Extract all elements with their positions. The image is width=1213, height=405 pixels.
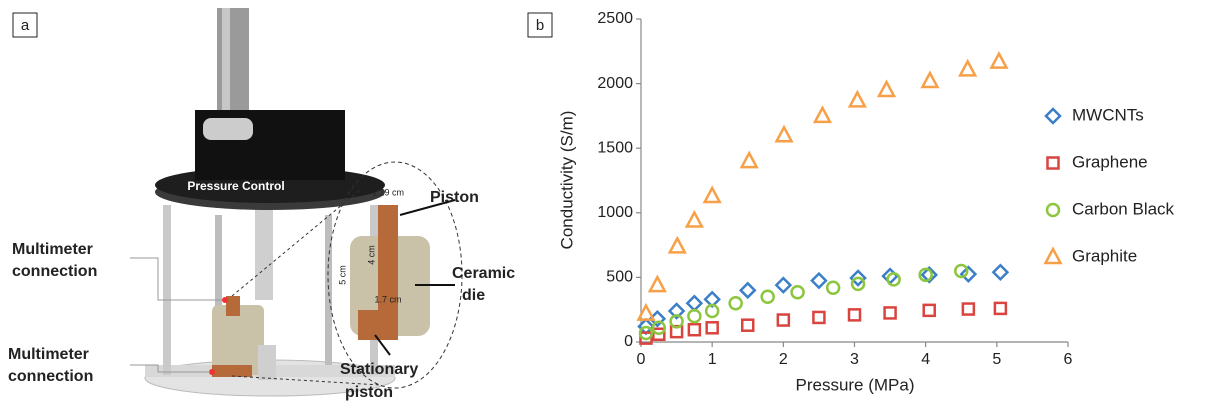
x-tick-label: 5 bbox=[992, 351, 1001, 368]
apparatus-label: connection bbox=[12, 263, 97, 280]
marker bbox=[850, 276, 866, 292]
marker bbox=[702, 185, 722, 204]
marker bbox=[954, 263, 969, 279]
y-tick-label: 0 bbox=[624, 333, 633, 350]
legend-label: MWCNTs bbox=[1072, 105, 1144, 124]
marker bbox=[991, 263, 1010, 281]
dimension-label: 4 cm bbox=[366, 245, 376, 265]
apparatus-label: Pressure Control bbox=[187, 179, 284, 193]
marker bbox=[647, 274, 667, 293]
y-tick-label: 2500 bbox=[597, 10, 633, 27]
legend-marker bbox=[1043, 246, 1063, 265]
x-tick-label: 4 bbox=[921, 351, 930, 368]
marker bbox=[920, 70, 940, 89]
marker bbox=[961, 302, 976, 316]
y-tick-label: 2000 bbox=[597, 75, 633, 92]
marker bbox=[728, 295, 743, 311]
marker bbox=[774, 276, 793, 294]
panel-label: b bbox=[536, 17, 544, 34]
apparatus-drawing bbox=[130, 8, 463, 397]
y-axis-title: Conductivity (S/m) bbox=[557, 111, 576, 250]
apparatus-label: connection bbox=[8, 368, 93, 385]
marker bbox=[684, 209, 704, 228]
marker bbox=[704, 303, 720, 319]
legend-label: Carbon Black bbox=[1072, 199, 1175, 218]
marker bbox=[810, 271, 828, 290]
marker bbox=[639, 331, 653, 345]
marker bbox=[812, 310, 826, 325]
x-tick-label: 3 bbox=[850, 351, 859, 368]
y-tick-label: 1000 bbox=[597, 204, 633, 221]
marker bbox=[922, 303, 936, 318]
apparatus-label: Piston bbox=[430, 189, 479, 206]
apparatus-label: Multimeter bbox=[8, 346, 89, 363]
marker bbox=[876, 79, 897, 98]
dimension-label: 5 cm bbox=[337, 265, 347, 285]
chart: 0 500 1000 1500 2000 2500 0 1 2 3 4 5 6 MWCNTs Graphen… bbox=[597, 10, 1174, 368]
marker bbox=[776, 313, 791, 327]
marker bbox=[918, 267, 933, 283]
apparatus-label: piston bbox=[345, 384, 393, 401]
marker bbox=[847, 89, 867, 108]
marker bbox=[993, 301, 1008, 316]
marker bbox=[667, 235, 687, 254]
dimension-label: 1.19 cm bbox=[372, 187, 404, 197]
marker bbox=[739, 150, 759, 169]
marker bbox=[883, 306, 897, 320]
marker bbox=[652, 327, 666, 341]
marker bbox=[741, 318, 755, 332]
panel-box bbox=[12, 12, 38, 38]
marker bbox=[849, 269, 867, 287]
legend-marker bbox=[1045, 202, 1061, 218]
marker bbox=[774, 124, 794, 143]
marker bbox=[669, 314, 684, 329]
marker bbox=[651, 320, 667, 336]
dimension-label: 1.7 cm bbox=[374, 294, 401, 304]
apparatus-label: Multimeter bbox=[12, 241, 93, 258]
marker bbox=[738, 281, 757, 300]
marker bbox=[959, 265, 978, 283]
marker bbox=[687, 308, 702, 324]
legend-marker bbox=[1046, 156, 1060, 170]
marker bbox=[989, 50, 1009, 69]
marker bbox=[812, 105, 833, 124]
panel-label: a bbox=[21, 17, 30, 34]
legend-label: Graphene bbox=[1072, 152, 1148, 171]
marker bbox=[638, 325, 654, 341]
marker bbox=[886, 272, 901, 287]
marker bbox=[920, 266, 938, 284]
legend-label: Graphite bbox=[1072, 246, 1137, 265]
apparatus-label: Stationary bbox=[340, 361, 418, 378]
x-axis-title: Pressure (MPa) bbox=[795, 375, 914, 394]
apparatus-label: die bbox=[462, 287, 485, 304]
marker bbox=[636, 302, 656, 321]
marker bbox=[703, 290, 721, 309]
apparatus-label: Ceramic bbox=[452, 265, 515, 282]
x-tick-label: 0 bbox=[637, 351, 646, 368]
marker bbox=[685, 294, 704, 313]
marker bbox=[760, 289, 775, 305]
marker bbox=[687, 322, 702, 337]
marker bbox=[825, 280, 841, 295]
panel-box bbox=[527, 12, 553, 38]
x-tick-label: 2 bbox=[779, 351, 788, 368]
marker bbox=[847, 308, 862, 322]
y-tick-label: 1500 bbox=[597, 139, 633, 156]
x-tick-label: 6 bbox=[1064, 351, 1073, 368]
marker bbox=[705, 321, 719, 335]
marker bbox=[958, 58, 978, 77]
marker bbox=[790, 285, 805, 300]
y-tick-label: 500 bbox=[606, 269, 633, 286]
x-tick-label: 1 bbox=[708, 351, 717, 368]
legend-marker bbox=[1044, 107, 1062, 125]
marker bbox=[667, 302, 686, 320]
